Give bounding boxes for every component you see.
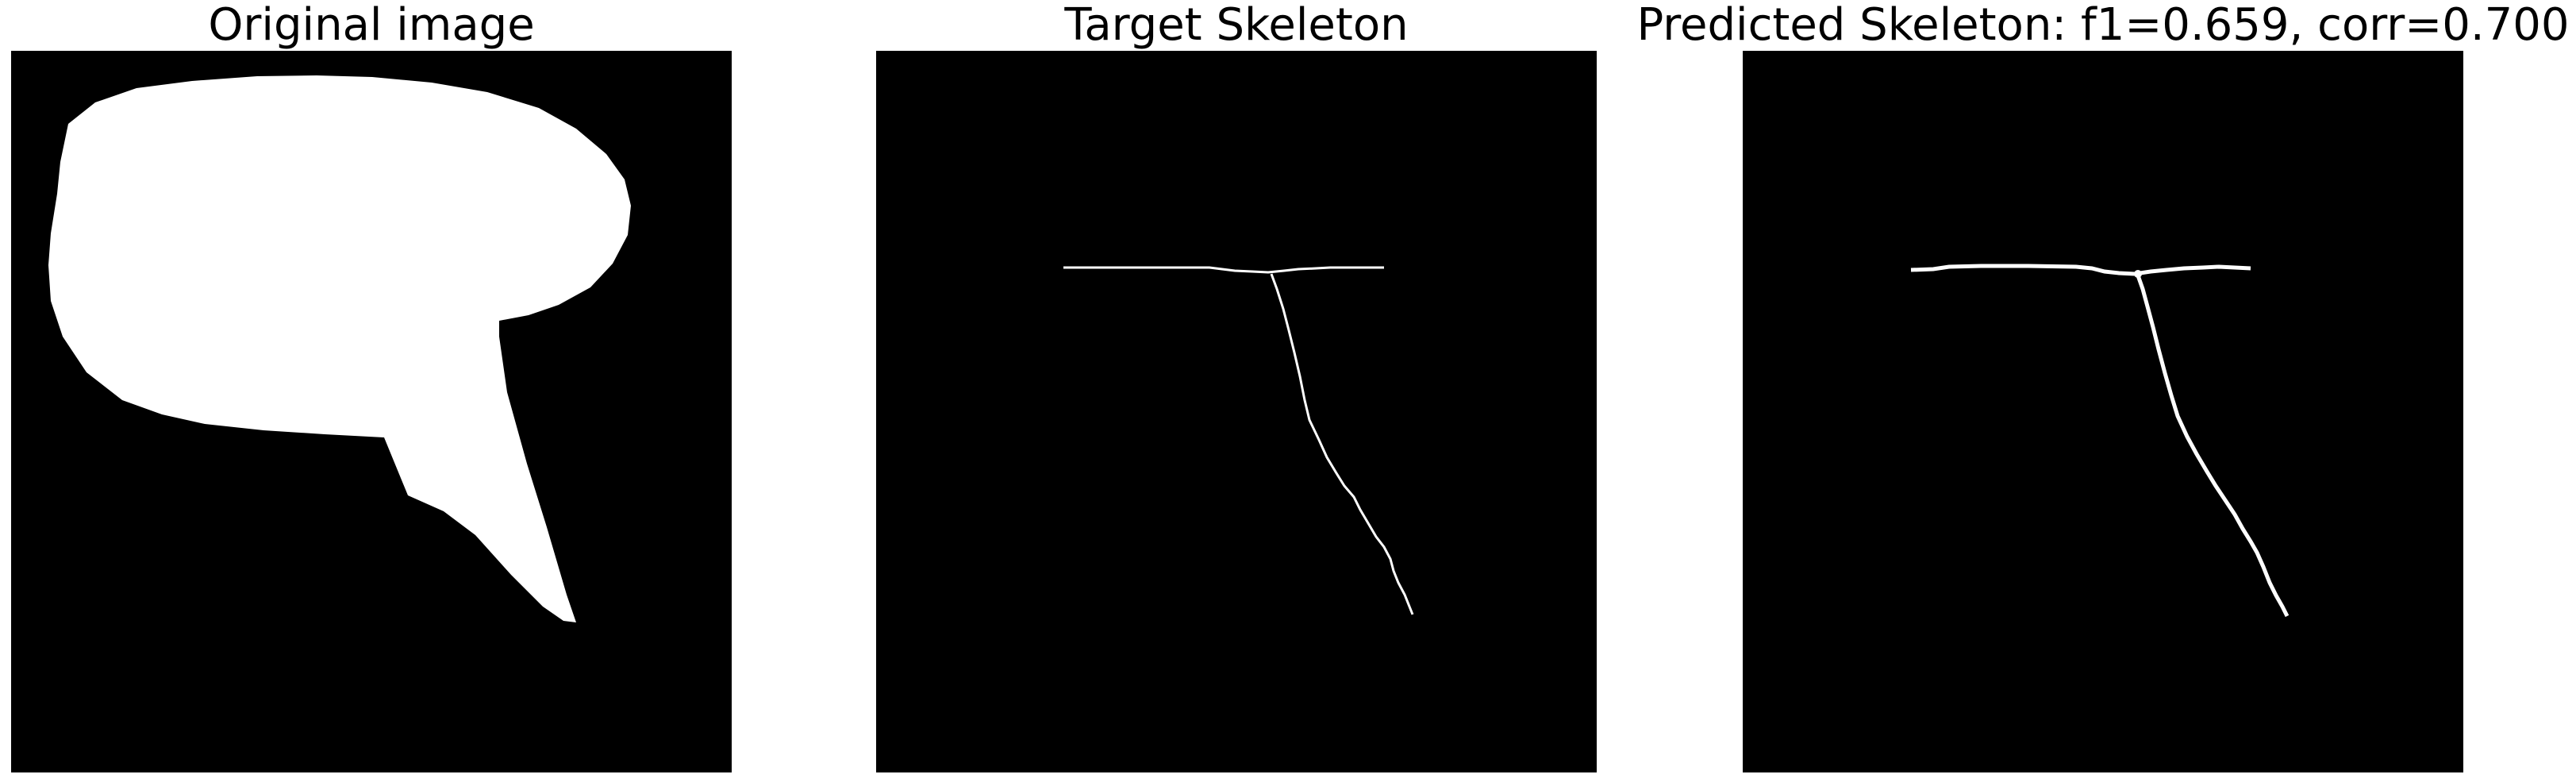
- panel-title-predicted: Predicted Skeleton: f1=0.659, corr=0.700: [1636, 0, 2570, 51]
- predicted-skeleton: [1910, 264, 2290, 618]
- predicted-skeleton-branch: [2136, 275, 2290, 618]
- original-image-canvas: [11, 51, 732, 772]
- panel-original: Original image: [11, 0, 732, 782]
- target-skeleton: [1063, 266, 1414, 615]
- panel-title-target: Target Skeleton: [1064, 0, 1409, 51]
- target-skeleton-horizontal: [1063, 266, 1384, 274]
- speech-bubble-body: [48, 75, 631, 622]
- speech-bubble-mask: [48, 75, 631, 622]
- panel-target: Target Skeleton: [876, 0, 1597, 782]
- target-skeleton-canvas: [876, 51, 1597, 772]
- panel-predicted: Predicted Skeleton: f1=0.659, corr=0.700: [1636, 0, 2570, 782]
- panel-title-original: Original image: [208, 0, 535, 51]
- target-skeleton-branch: [1270, 273, 1414, 615]
- predicted-skeleton-canvas: [1743, 51, 2463, 772]
- predicted-skeleton-horizontal: [1910, 264, 2251, 276]
